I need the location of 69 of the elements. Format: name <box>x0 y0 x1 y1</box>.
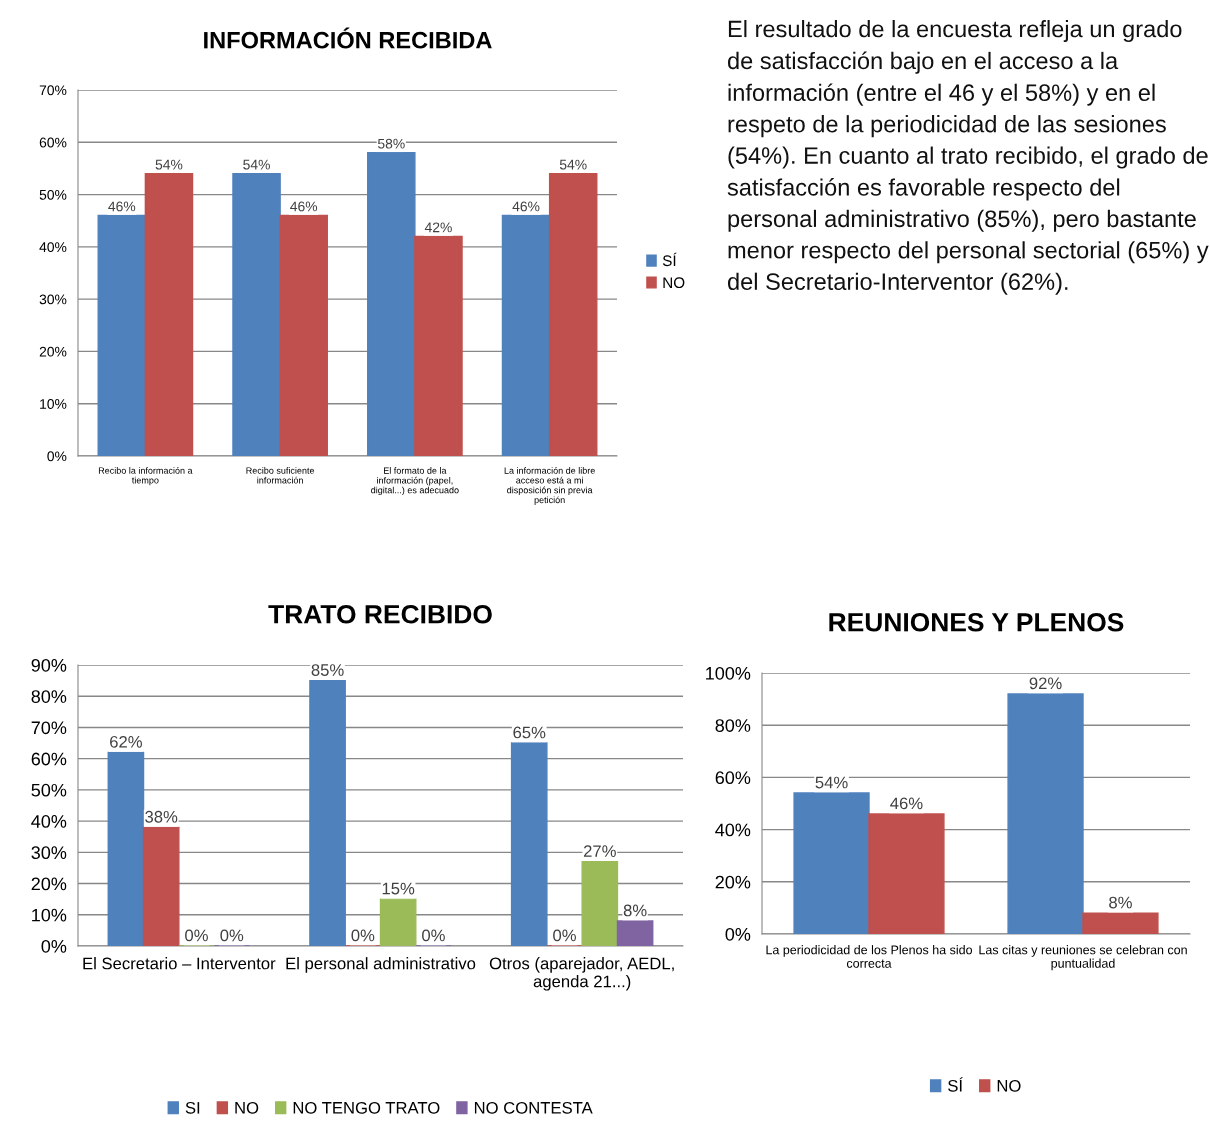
legend-label: SÍ <box>948 1077 964 1092</box>
x-tick-label: El personal administrativo <box>286 957 476 973</box>
legend-label: SÍ <box>662 252 677 267</box>
y-tick-label: 20% <box>31 877 67 891</box>
data-label: 54% <box>815 776 848 789</box>
data-label: 0% <box>185 929 208 942</box>
data-label: 8% <box>623 904 647 917</box>
y-tick-label: 40% <box>31 815 67 828</box>
data-label: 85% <box>311 664 344 676</box>
x-tick-label: El formato de la información (papel, digital...) es adecuado <box>371 467 459 496</box>
y-tick-label: 50% <box>31 783 67 797</box>
y-tick-label: 90% <box>31 658 67 672</box>
data-label: 46% <box>108 201 136 212</box>
y-tick-label: 0% <box>725 927 751 941</box>
x-tick-label: La periodicidad de los Plenos ha sido correcta <box>766 945 973 968</box>
y-tick-label: 0% <box>47 451 67 462</box>
text: El resultado de la encuesta refleja un grado de satisfacción bajo en el acceso a la información (entre el 46 y el 58%) y en el respeto de la periodicidad de las sesiones (54%). En cuanto al trato recibido, el grado de satisfacción es favorable respecto del personal administrativo (85%), pero bastante menor respecto del personal sectorial (65%) y del Secretario-Interventor (62%). <box>727 20 1209 295</box>
x-tick-label: Otros (aparejador, AEDL, agenda 21...) <box>489 957 674 991</box>
data-label: 54% <box>243 159 270 170</box>
data-label: 62% <box>110 735 142 748</box>
y-tick-label: 80% <box>31 690 67 703</box>
y-tick-label: 0% <box>41 939 67 953</box>
x-tick-label: El Secretario – Interventor <box>83 957 276 970</box>
y-tick-label: 10% <box>32 908 67 922</box>
y-tick-label: 40% <box>39 242 67 253</box>
data-label: 38% <box>145 810 178 823</box>
x-tick-label: La información de libre acceso está a mi disposición sin previa petición <box>504 467 595 505</box>
data-label: 0% <box>553 929 576 942</box>
legend-label: NO <box>997 1079 1021 1092</box>
legend-label: SI <box>185 1101 200 1114</box>
legend-label: NO <box>663 277 685 289</box>
data-label: 58% <box>377 138 405 149</box>
y-tick-label: 80% <box>715 719 751 732</box>
y-tick-label: 30% <box>31 846 67 860</box>
data-label: 15% <box>382 882 415 895</box>
data-label: 8% <box>1109 896 1132 909</box>
data-label: 0% <box>351 929 375 942</box>
data-label: 0% <box>220 929 244 942</box>
x-tick-label: Recibo la información a tiempo <box>98 467 193 486</box>
data-label: 92% <box>1029 677 1062 690</box>
y-tick-label: 60% <box>715 771 751 785</box>
legend-label: NO CONTESTA <box>474 1101 593 1114</box>
y-tick-label: 30% <box>39 294 67 305</box>
y-tick-label: 40% <box>715 823 751 837</box>
y-tick-label: 100% <box>706 666 751 680</box>
data-label: 0% <box>422 929 445 942</box>
y-tick-label: 20% <box>39 346 67 357</box>
y-tick-label: 60% <box>31 752 67 766</box>
data-label: 54% <box>155 159 183 170</box>
y-tick-label: 20% <box>715 875 751 889</box>
data-label: 46% <box>512 201 540 212</box>
data-label: 65% <box>513 726 546 739</box>
data-label: 42% <box>424 222 452 233</box>
legend-label: NO TENGO TRATO <box>293 1101 440 1114</box>
x-tick-label: Las citas y reuniones se celebran con puntualidad <box>979 945 1187 971</box>
y-tick-label: 70% <box>31 721 67 735</box>
chart-title: INFORMACIÓN RECIBIDA <box>204 27 492 49</box>
chart-title: TRATO RECIBIDO <box>268 604 492 624</box>
y-tick-label: 70% <box>39 85 67 96</box>
data-label: 54% <box>559 159 587 170</box>
chart-title: REUNIONES Y PLENOS <box>829 612 1124 632</box>
data-label: 46% <box>290 201 318 212</box>
x-tick-label: Recibo suficiente información <box>246 467 315 484</box>
y-tick-label: 10% <box>40 399 67 409</box>
y-tick-label: 60% <box>39 137 67 148</box>
data-label: 46% <box>890 797 923 810</box>
legend-label: NO <box>235 1101 259 1114</box>
y-tick-label: 50% <box>39 189 67 200</box>
data-label: 27% <box>583 845 616 857</box>
